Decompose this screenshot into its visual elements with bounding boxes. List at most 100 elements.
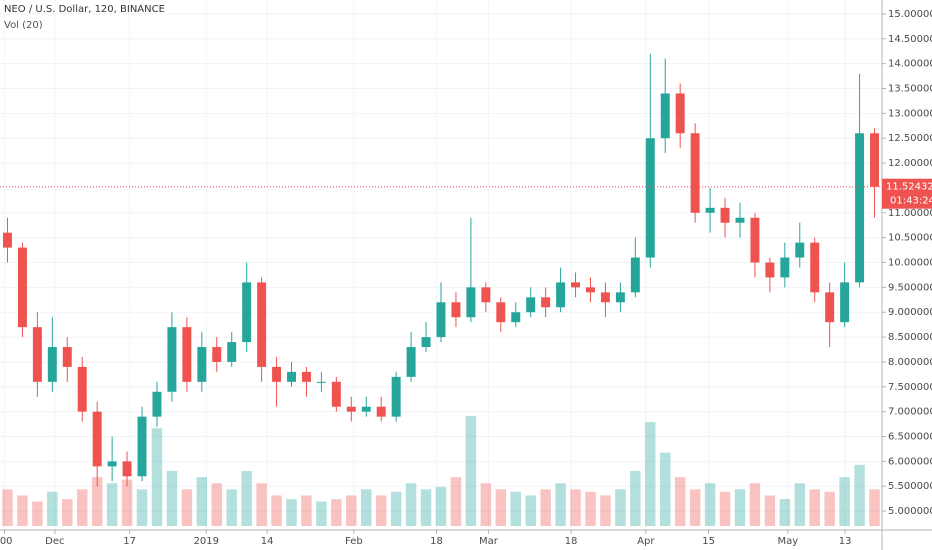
volume-bar [375,495,387,526]
volume-pane [2,416,880,526]
volume-bar [704,483,716,526]
candle-body [167,327,177,392]
candle-body [750,217,760,263]
y-tick-label: 7.000000 [888,407,932,418]
volume-bar [226,489,237,526]
volume-bar [91,477,103,526]
candles [2,53,880,487]
candle-body [780,257,790,278]
volume-bar [749,483,761,526]
y-tick-label: 6.500000 [888,432,932,443]
y-tick-label: 11.000000 [888,208,932,219]
volume-bar [630,471,641,526]
volume-bar [286,499,297,526]
candle-body [571,282,581,288]
candle-body [242,282,252,343]
candle-body [660,93,670,139]
volume-bar [555,483,566,526]
candle-body [272,366,282,382]
x-tick-label: :00 [0,536,13,547]
volume-bar [136,489,148,526]
y-tick-label: 12.000000 [888,158,932,169]
x-tick-label: Dec [45,536,64,547]
volume-bar [106,483,118,526]
volume-bar [211,483,222,526]
volume-bar [839,477,850,526]
volume-bar [47,491,58,526]
candle-body [152,391,162,417]
volume-bar [450,477,462,526]
last-price-box [882,178,932,209]
volume-bar [824,491,835,526]
volume-bar [734,489,746,526]
volume-bar [271,495,282,526]
candle-body [586,287,595,293]
candle-body [122,461,132,477]
y-tick-label: 9.500000 [888,282,932,293]
volume-bar [615,489,626,526]
volume-title: Vol (20) [4,20,43,31]
volume-bar [480,483,492,526]
candle-body [825,292,835,323]
candle-body [32,327,42,382]
volume-bar [645,422,656,526]
y-tick-label: 5.000000 [888,506,932,517]
candle-body [556,282,566,308]
volume-bar [76,489,88,526]
y-tick-label: 13.000000 [888,108,932,119]
candle-body [137,416,147,477]
volume-bar [869,489,880,526]
volume-bar [62,499,73,526]
x-tick-label: May [777,536,798,547]
candle-body [496,302,506,323]
candle-body [376,406,386,417]
candle-body [526,297,536,313]
x-tick-label: 18 [565,536,578,547]
volume-bar [301,495,312,526]
y-tick-label: 13.500000 [888,83,932,94]
volume-bar [510,491,521,526]
volume-bar [600,495,611,526]
candle-body [301,371,311,382]
candle-body [62,347,72,367]
candle-body [287,371,296,382]
candle-body [810,242,820,293]
countdown: 01:43:24 [890,196,932,207]
volume-bar [331,499,342,526]
x-tick-label: 14 [261,536,274,547]
volume-bar [181,489,193,526]
candle-body [690,133,700,213]
candle-body [197,347,207,382]
volume-bar [495,489,507,526]
chart-title: NEO / U.S. Dollar, 120, BINANCE [4,4,165,15]
x-tick-label: 18 [430,536,443,547]
candle-body [346,406,356,412]
candle-body [212,347,222,362]
y-tick-label: 10.000000 [888,258,932,269]
candle-body [705,207,715,213]
candle-body [227,342,237,362]
volume-bar [570,489,581,526]
volume-bar [660,452,671,526]
candle-body [2,232,12,248]
volume-bar [346,495,357,526]
candle-body [466,287,476,318]
candle-body [257,282,267,367]
volume-bar [854,464,865,526]
y-tick-label: 6.000000 [888,456,932,467]
x-tick-label: 13 [839,536,852,547]
y-tick-label: 12.500000 [888,133,932,144]
volume-bar [196,477,208,526]
candle-body [870,133,880,187]
volume-bar [420,489,432,526]
y-tick-label: 7.500000 [888,382,932,393]
candle-body [720,207,730,223]
y-tick-label: 15.000000 [888,9,932,20]
volume-bar [32,501,43,526]
candle-body [391,376,401,417]
candle-body [645,138,655,258]
candle-body [316,381,326,383]
candle-body [331,381,341,407]
candle-body [17,247,27,328]
